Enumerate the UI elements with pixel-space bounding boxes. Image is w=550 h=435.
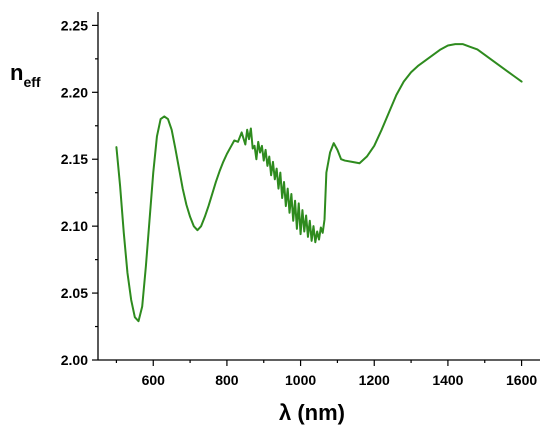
y-ticks: 2.00 2.05 2.10 2.15 2.20 2.25 — [61, 17, 98, 368]
x-tick-label: 1400 — [432, 372, 463, 388]
y-axis-title: neff — [10, 60, 41, 90]
x-tick-label: 1000 — [285, 372, 316, 388]
y-tick-label: 2.15 — [61, 151, 88, 167]
x-tick-label: 800 — [215, 372, 239, 388]
x-ticks: 600 800 1000 1200 1400 1600 — [115, 360, 537, 388]
y-axis-label: n — [10, 60, 23, 85]
y-tick-label: 2.20 — [61, 84, 88, 100]
x-axis-title: λ (nm) — [279, 400, 345, 425]
series-line — [115, 43, 523, 323]
x-tick-label: 1200 — [359, 372, 390, 388]
y-tick-label: 2.00 — [61, 352, 88, 368]
y-tick-label: 2.10 — [61, 218, 88, 234]
x-tick-label: 1600 — [506, 372, 537, 388]
y-axis-label-subscript: eff — [23, 74, 40, 90]
x-tick-label: 600 — [142, 372, 166, 388]
y-tick-label: 2.25 — [61, 17, 88, 33]
y-tick-label: 2.05 — [61, 285, 88, 301]
